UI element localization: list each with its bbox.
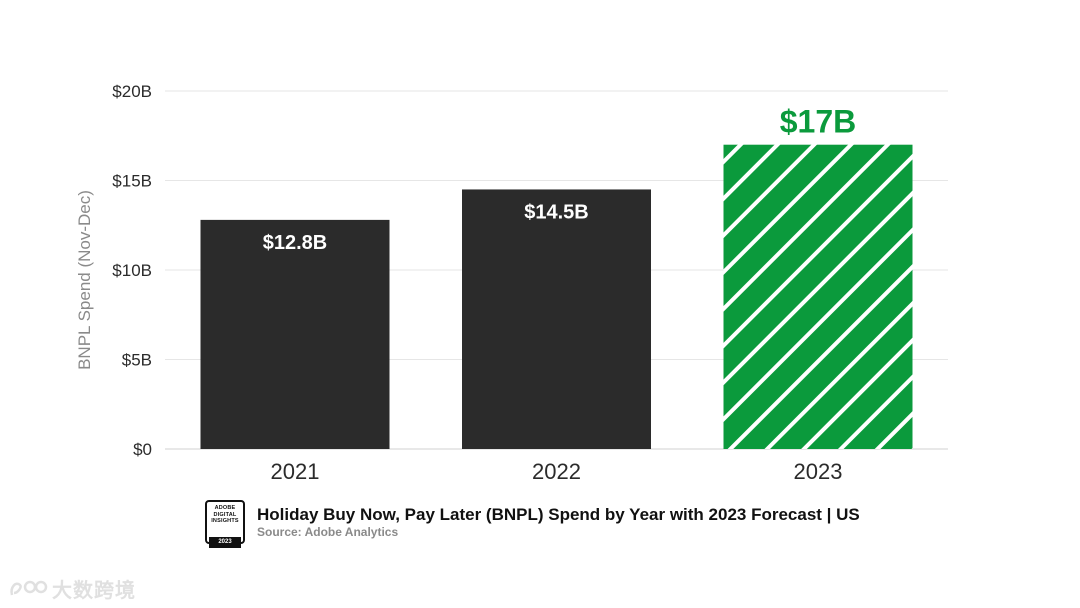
- y-tick-label: $20B: [112, 82, 152, 101]
- bar-chart: $0 $5B $10B $15B $20B BNPL Spend (Nov-Dec) $12…: [75, 82, 948, 484]
- adobe-digital-insights-badge-icon: ADOBE DIGITAL INSIGHTS 2023: [205, 500, 245, 548]
- y-tick-label: $10B: [112, 261, 152, 280]
- badge-year: 2023: [209, 537, 241, 548]
- x-tick-label: 2022: [532, 459, 581, 484]
- y-tick-label: $15B: [112, 172, 152, 191]
- badge-line: INSIGHTS: [211, 518, 239, 524]
- data-label: $14.5B: [524, 201, 589, 223]
- chart-source: Source: Adobe Analytics: [257, 524, 399, 539]
- chart-title: Holiday Buy Now, Pay Later (BNPL) Spend …: [257, 504, 860, 524]
- watermark-text: 大数跨境: [52, 578, 136, 602]
- data-label: $12.8B: [263, 232, 328, 254]
- y-axis-label: BNPL Spend (Nov-Dec): [75, 190, 94, 370]
- bar: [200, 219, 390, 449]
- forecast-bar: [723, 144, 913, 449]
- y-tick-label: $5B: [122, 351, 152, 370]
- watermark: 大数跨境: [8, 574, 136, 603]
- x-tick-label: 2021: [271, 459, 320, 484]
- data-label: $17B: [780, 104, 857, 140]
- x-tick-label: 2023: [794, 459, 843, 484]
- chart-caption: ADOBE DIGITAL INSIGHTS 2023 Holiday Buy …: [205, 500, 860, 548]
- bar: [462, 189, 651, 449]
- y-tick-label: $0: [133, 440, 152, 459]
- badge-line: ADOBE: [214, 505, 236, 511]
- badge-line: DIGITAL: [213, 511, 237, 518]
- cross-border-logo-icon: [10, 580, 48, 595]
